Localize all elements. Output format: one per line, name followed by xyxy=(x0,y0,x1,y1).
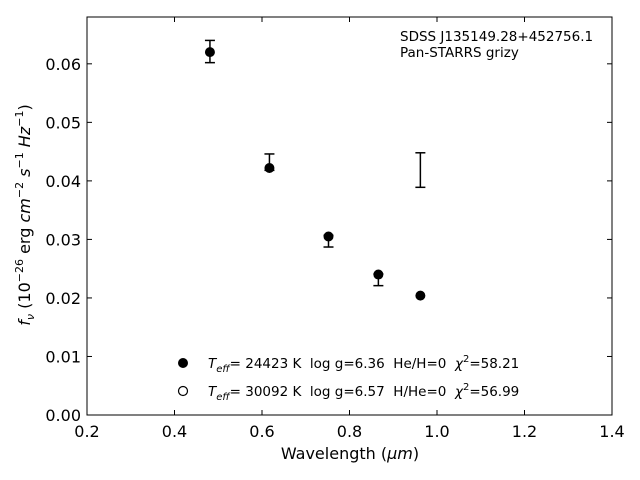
y-label-open: (10 xyxy=(15,282,34,314)
legend-2-t: T xyxy=(208,384,218,400)
y-label-exp3: −1 xyxy=(13,152,26,168)
legend-2-sup: 2 xyxy=(463,382,469,393)
y-tick-label: 0.01 xyxy=(45,347,81,366)
y-axis-label: fν (10−26 erg cm−2 s−1 Hz−1) xyxy=(13,104,37,325)
legend-marker-open xyxy=(177,385,189,397)
y-tick-label: 0.04 xyxy=(45,172,81,191)
y-label-close: ) xyxy=(15,104,34,110)
x-tick-label: 1.4 xyxy=(599,422,624,441)
annotation-line-1: SDSS J135149.28+452756.1 xyxy=(400,29,593,45)
annotation-line-2: Pan-STARRS grizy xyxy=(400,45,519,61)
legend-1-chi: χ xyxy=(454,356,464,372)
y-label-cm: cm xyxy=(15,198,34,222)
y-label-exp1: −26 xyxy=(13,259,26,282)
legend-1-sub: eff xyxy=(216,364,231,375)
y-label-s: s xyxy=(15,169,34,182)
legend-2-chi: χ xyxy=(454,384,464,400)
model-point-filled xyxy=(373,269,384,280)
x-tick-label: 1.2 xyxy=(512,422,537,441)
y-label-erg: erg xyxy=(15,223,34,259)
y-tick-label: 0.02 xyxy=(45,289,81,308)
legend-1-t: T xyxy=(208,356,218,372)
x-tick-label: 0.6 xyxy=(249,422,274,441)
legend-2-sub: eff xyxy=(216,392,231,403)
legend-marker-filled xyxy=(178,358,188,368)
model-point-filled xyxy=(323,231,334,242)
legend-2-text: = 30092 K log g=6.57 H/He=0 xyxy=(230,384,455,400)
y-tick-label: 0.06 xyxy=(45,55,81,74)
model-point-filled xyxy=(204,47,215,58)
y-label-hz: Hz xyxy=(15,126,34,152)
y-label-nu: ν xyxy=(24,314,37,320)
x-axis-label-unit: μm xyxy=(386,444,413,463)
y-label-f: f xyxy=(15,318,34,326)
legend-1-text: = 24423 K log g=6.36 He/H=0 xyxy=(230,356,455,372)
y-tick-label: 0.00 xyxy=(45,406,81,425)
x-tick-label: 1.0 xyxy=(424,422,449,441)
x-tick-label: 0.8 xyxy=(337,422,362,441)
x-tick-label: 0.2 xyxy=(74,422,99,441)
x-tick-label: 0.4 xyxy=(162,422,187,441)
x-axis-label: Wavelength (μm) xyxy=(281,444,419,463)
legend-1-sup: 2 xyxy=(463,354,469,365)
x-axis-label-main: Wavelength ( xyxy=(281,444,387,463)
y-tick-label: 0.05 xyxy=(45,113,81,132)
legend-entry-2: Teff= 30092 K log g=6.57 H/He=0 χ2=56.99 xyxy=(208,382,519,403)
legend-2-chival: =56.99 xyxy=(469,384,519,400)
model-point-filled xyxy=(415,290,426,301)
legend-1-chival: =58.21 xyxy=(469,356,519,372)
legend: Teff= 24423 K log g=6.36 He/H=0 χ2=58.21… xyxy=(177,354,519,403)
y-tick-label: 0.03 xyxy=(45,230,81,249)
model-point-filled xyxy=(264,163,275,174)
axes: 0.2 0.4 0.6 0.8 1.0 1.2 1.4 0.00 0.01 0.02 0.03 0.0… xyxy=(45,16,625,441)
legend-entry-1: Teff= 24423 K log g=6.36 He/H=0 χ2=58.21 xyxy=(208,354,519,375)
y-label-exp4: −1 xyxy=(13,111,26,127)
y-label-exp2: −2 xyxy=(13,182,26,198)
x-axis-label-close: ) xyxy=(413,444,419,463)
plot-area xyxy=(204,39,426,301)
